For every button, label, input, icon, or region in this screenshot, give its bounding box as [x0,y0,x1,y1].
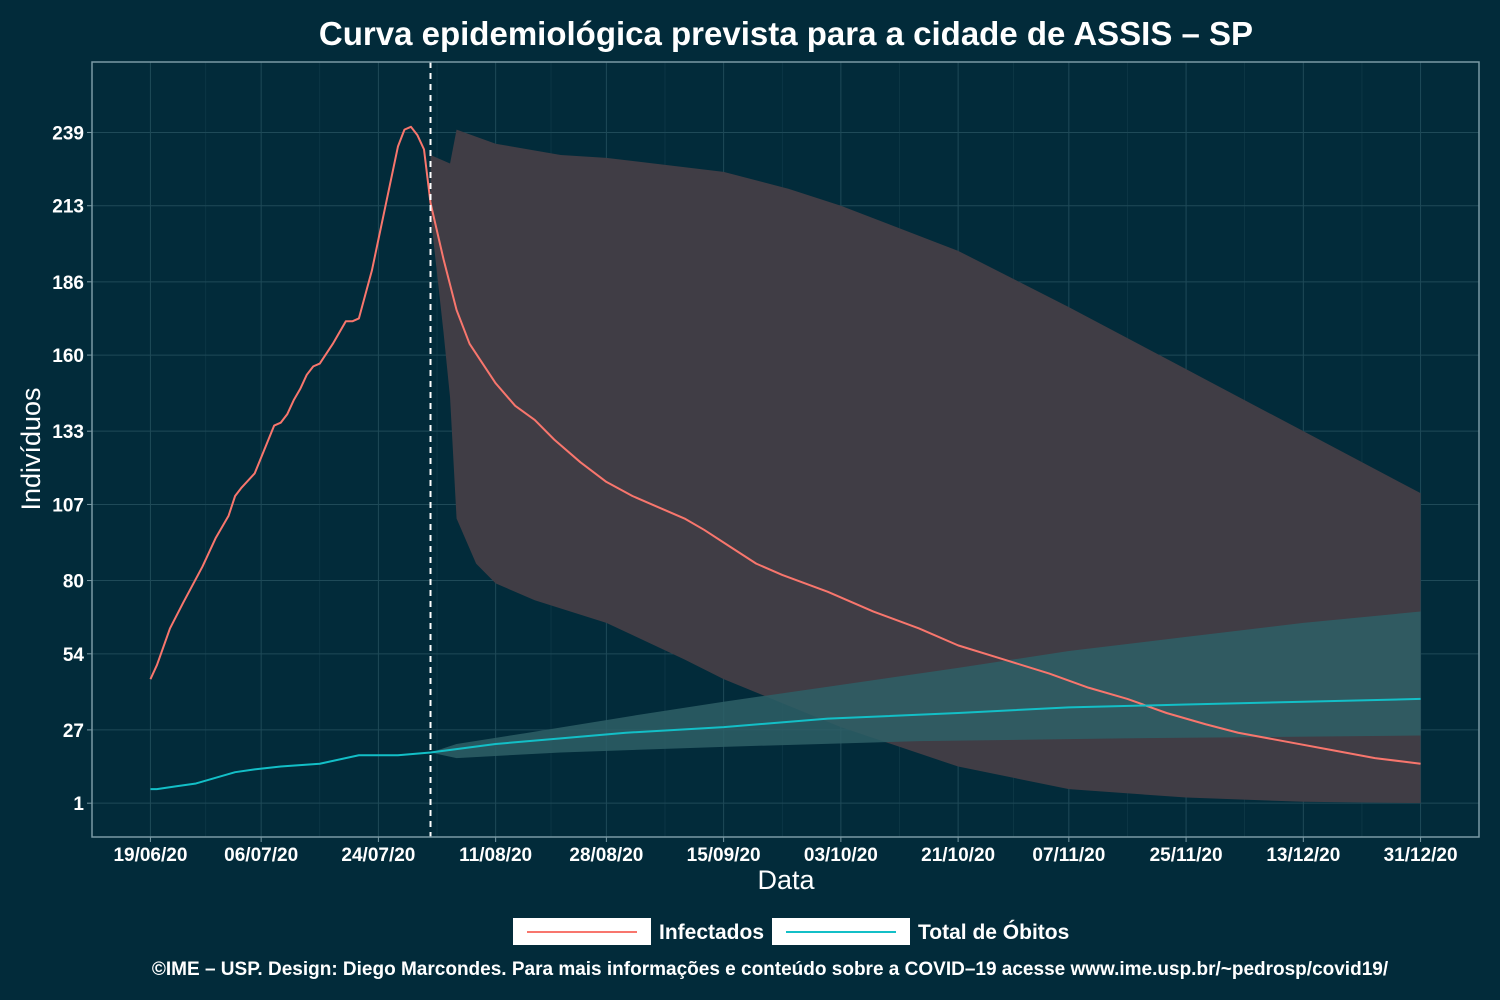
x-tick-label: 15/09/20 [687,845,761,866]
confidence-bands [430,129,1421,804]
y-tick-label: 1 [73,794,84,815]
y-tick-label: 160 [52,346,84,367]
x-tick-label: 19/06/20 [113,845,187,866]
confidence-band-infectados [430,129,1421,804]
x-tick-label: 21/10/20 [921,845,995,866]
y-axis-label: Indivíduos [16,387,46,510]
y-tick-label: 213 [52,197,84,218]
y-tick-label: 27 [63,721,84,742]
caption: ©IME – USP. Design: Diego Marcondes. Par… [152,959,1389,980]
y-tick-label: 80 [63,572,84,593]
x-tick-label: 06/07/20 [224,845,298,866]
legend-label-obitos: Total de Óbitos [918,920,1069,944]
y-tick-label: 133 [52,422,84,443]
series-line-infectados [149,125,1421,765]
x-tick-label: 03/10/20 [804,845,878,866]
chart-title: Curva epidemiológica prevista para a cid… [319,15,1253,52]
x-axis-label: Data [757,865,815,895]
x-tick-label: 25/11/20 [1150,845,1223,866]
y-tick-label: 239 [52,123,84,144]
x-tick-label: 07/11/20 [1032,845,1105,866]
plot-panel-border [91,61,1480,838]
series-lines [149,125,1421,791]
confidence-band-total-de-obitos [430,611,1421,759]
y-tick-label: 107 [52,495,84,516]
legend: Infectados Total de Óbitos [513,918,1069,945]
x-tick-label: 24/07/20 [341,845,415,866]
series-line-total-de-obitos [150,697,1421,791]
y-tick-label: 186 [52,273,84,294]
legend-label-infectados: Infectados [659,921,764,944]
x-tick-label: 13/12/20 [1266,845,1340,866]
x-tick-label: 28/08/20 [569,845,643,866]
x-tick-label: 31/12/20 [1384,845,1458,866]
y-tick-label: 54 [63,645,85,666]
x-axis-ticks: 19/06/20 06/07/20 24/07/20 11/08/20 28/08/20… [113,837,1458,866]
y-axis-ticks: 1 27 54 80 107 133 160 186 213 239 [52,123,92,815]
x-tick-label: 11/08/20 [459,845,532,866]
